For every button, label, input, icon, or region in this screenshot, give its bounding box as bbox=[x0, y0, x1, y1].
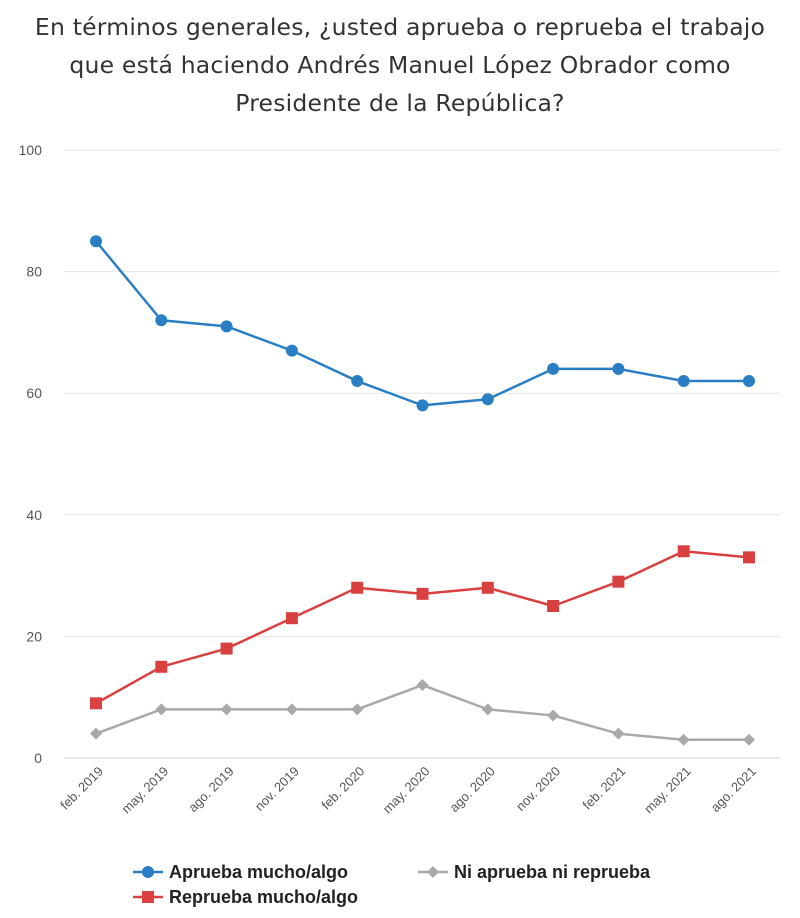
series-markers bbox=[90, 235, 755, 746]
legend-item: Ni aprueba ni reprueba bbox=[418, 860, 650, 884]
data-point bbox=[547, 362, 560, 375]
legend-item: Reprueba mucho/algo bbox=[133, 885, 358, 909]
y-tick-label: 40 bbox=[26, 507, 42, 523]
x-tick-label: feb. 2020 bbox=[318, 764, 367, 813]
y-tick-label: 0 bbox=[34, 750, 42, 766]
data-point bbox=[220, 320, 233, 333]
data-point bbox=[743, 733, 755, 746]
chart-title: En términos generales, ¿usted aprueba o … bbox=[0, 8, 800, 122]
data-point bbox=[481, 393, 494, 406]
y-tick-label: 20 bbox=[26, 628, 42, 644]
chart-title-line-3: Presidente de la República? bbox=[235, 89, 565, 117]
data-point bbox=[547, 600, 560, 612]
y-tick-label: 100 bbox=[19, 142, 43, 158]
data-point bbox=[155, 660, 168, 673]
data-point bbox=[677, 733, 690, 746]
x-tick-label: nov. 2019 bbox=[252, 764, 302, 814]
data-point bbox=[220, 703, 233, 716]
data-point bbox=[547, 709, 560, 722]
x-tick-label: may. 2020 bbox=[380, 764, 433, 817]
series-lines bbox=[95, 240, 750, 742]
data-point bbox=[90, 727, 102, 740]
legend-label: Aprueba mucho/algo bbox=[169, 861, 349, 882]
legend-swatch bbox=[133, 891, 163, 903]
x-tick-label: ago. 2021 bbox=[708, 764, 760, 816]
legend-label: Ni aprueba ni reprueba bbox=[454, 861, 651, 882]
series-line bbox=[95, 683, 749, 742]
data-point bbox=[677, 375, 690, 388]
x-tick-label: ago. 2020 bbox=[446, 764, 498, 816]
grid-lines bbox=[64, 149, 780, 759]
data-point bbox=[612, 727, 625, 740]
data-point bbox=[155, 703, 168, 716]
data-point bbox=[743, 551, 755, 564]
data-point bbox=[285, 612, 298, 625]
chart-title-line-1: En términos generales, ¿usted aprueba o … bbox=[34, 13, 766, 41]
data-point bbox=[416, 587, 429, 600]
legend-item: Aprueba mucho/algo bbox=[133, 860, 348, 884]
legend-label: Reprueba mucho/algo bbox=[169, 886, 359, 907]
data-point bbox=[416, 399, 429, 412]
legend-swatch bbox=[133, 866, 163, 878]
x-tick-label: may. 2021 bbox=[641, 764, 694, 817]
data-point bbox=[351, 703, 364, 716]
data-point bbox=[612, 575, 625, 588]
x-tick-label: ago. 2019 bbox=[185, 764, 237, 816]
x-tick-label: nov. 2020 bbox=[513, 764, 563, 814]
data-point bbox=[155, 314, 168, 327]
data-point bbox=[220, 642, 233, 655]
data-point bbox=[481, 581, 494, 594]
data-point bbox=[416, 679, 429, 692]
x-tick-label: feb. 2019 bbox=[57, 764, 106, 813]
data-point bbox=[351, 375, 364, 388]
x-tick-label: feb. 2021 bbox=[580, 764, 629, 813]
y-tick-label: 80 bbox=[26, 264, 42, 280]
data-point bbox=[351, 581, 364, 594]
data-point bbox=[285, 703, 298, 716]
data-point bbox=[743, 375, 755, 388]
data-point bbox=[677, 545, 690, 558]
data-point bbox=[285, 344, 298, 357]
series-line bbox=[95, 240, 749, 407]
chart-title-line-2: que está haciendo Andrés Manuel López Ob… bbox=[69, 51, 731, 79]
data-point bbox=[90, 235, 102, 248]
legend-swatch bbox=[418, 866, 448, 878]
y-tick-label: 60 bbox=[26, 385, 42, 401]
data-point bbox=[90, 697, 102, 710]
x-tick-label: may. 2019 bbox=[119, 764, 172, 817]
y-axis-ticks: 0 20 40 60 80 100 bbox=[19, 142, 43, 766]
data-point bbox=[612, 362, 625, 375]
x-axis-ticks: feb. 2019 may. 2019 ago. 2019 nov. 2019 feb.… bbox=[57, 764, 759, 817]
data-point bbox=[481, 703, 494, 716]
